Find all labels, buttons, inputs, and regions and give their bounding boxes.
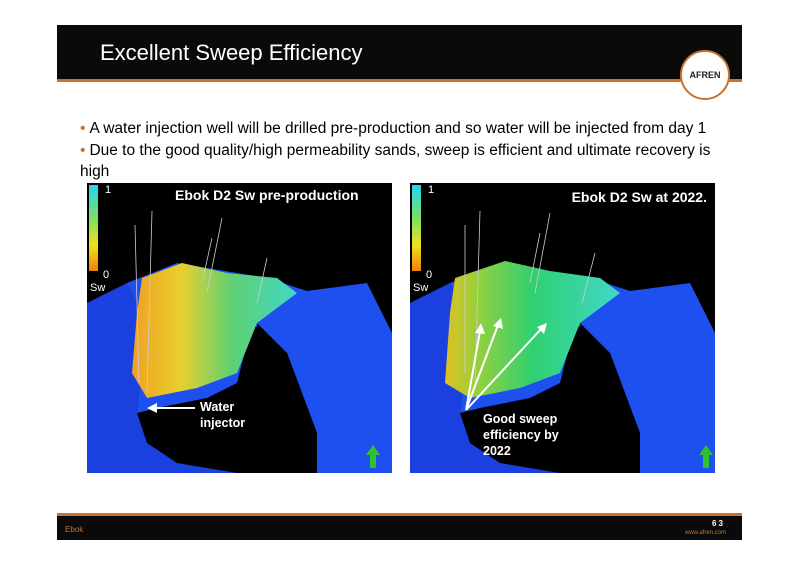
panel-title: Ebok D2 Sw pre-production	[175, 187, 359, 203]
slide-title: Excellent Sweep Efficiency	[100, 40, 363, 65]
header-band	[57, 25, 742, 79]
arrow-heads	[475, 318, 547, 334]
annotation: injector	[200, 416, 245, 430]
bullet: • A water injection well will be drilled …	[80, 120, 707, 137]
scale-min: 0	[426, 269, 432, 281]
annotation: Water	[200, 400, 234, 414]
sw-map: 1 0 Sw Ebok D2 Sw pre-production Water i…	[87, 183, 392, 473]
arrow-head	[147, 403, 157, 413]
color-bar	[412, 185, 421, 271]
scale-min: 0	[103, 269, 109, 281]
saturation-zone	[132, 263, 297, 398]
bullet-text: A water injection well will be drilled p…	[89, 120, 707, 137]
color-bar	[89, 185, 98, 271]
gap	[580, 323, 640, 473]
logo: AFREN	[680, 50, 730, 100]
north-arrow	[699, 445, 713, 468]
north-arrow	[366, 445, 380, 468]
arrows	[465, 324, 543, 411]
footer-url: www.afren.com	[685, 530, 727, 536]
scale-max: 1	[428, 184, 434, 196]
bullet: • Due to the good quality/high permeabili…	[80, 142, 711, 180]
bullet-text: Due to the good quality/high permeabilit…	[80, 142, 711, 180]
footer-band	[57, 516, 742, 540]
footer-label: Ebok	[65, 525, 84, 534]
surface	[410, 283, 560, 473]
header-rule	[57, 79, 742, 82]
page-number: 63	[712, 519, 725, 528]
sw-map: 1 0 Sw Ebok D2 Sw at 2022. Good sweep ef…	[410, 183, 715, 473]
footer-rule	[57, 513, 742, 516]
wells	[134, 210, 268, 394]
panel-title: Ebok D2 Sw at 2022.	[572, 189, 707, 205]
annotation: efficiency by	[483, 428, 559, 442]
scale-label: Sw	[90, 282, 105, 294]
gap	[257, 323, 317, 473]
surface	[87, 283, 237, 473]
saturation-zone	[445, 261, 620, 398]
annotation: 2022	[483, 444, 511, 458]
annotation: Good sweep	[483, 412, 558, 426]
scale-max: 1	[105, 184, 111, 196]
scale-label: Sw	[413, 282, 428, 294]
